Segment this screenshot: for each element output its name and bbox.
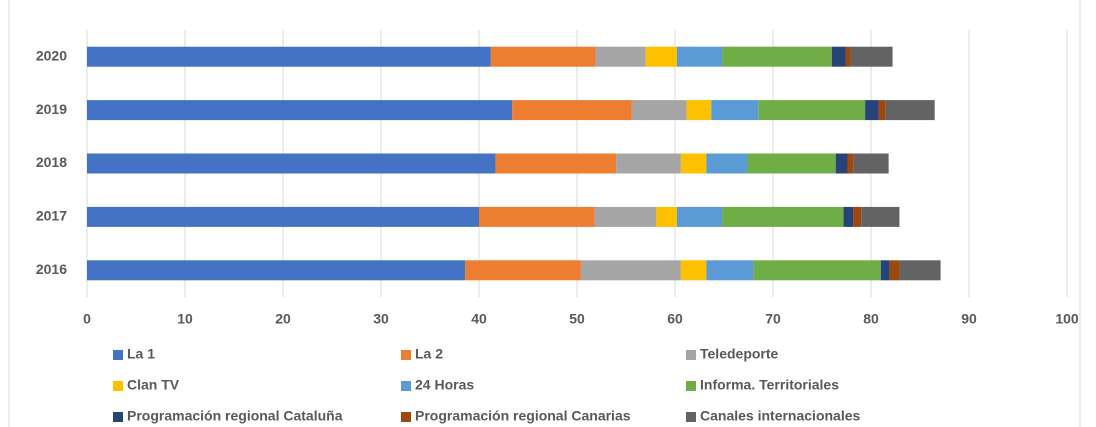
x-tick-label: 40 bbox=[471, 311, 487, 327]
bar-segment bbox=[656, 206, 677, 227]
bar-segment bbox=[878, 100, 886, 121]
bar-segment bbox=[512, 100, 632, 121]
bar-segment bbox=[686, 100, 712, 121]
legend-label: Informa. Territoriales bbox=[700, 377, 839, 393]
bar-segment bbox=[87, 206, 479, 227]
bar-segment bbox=[850, 46, 893, 67]
bar-segment bbox=[594, 206, 657, 227]
bar-segment bbox=[753, 260, 881, 281]
y-tick-label: 2017 bbox=[36, 208, 67, 224]
bar-segment bbox=[722, 46, 832, 67]
bar-segment bbox=[676, 206, 723, 227]
bar-segment bbox=[479, 206, 595, 227]
y-tick-label: 2020 bbox=[36, 47, 67, 63]
x-tick-label: 50 bbox=[569, 311, 585, 327]
x-tick-label: 10 bbox=[177, 311, 193, 327]
y-tick-label: 2018 bbox=[36, 154, 67, 170]
bar-segment bbox=[889, 260, 900, 281]
x-tick-label: 80 bbox=[863, 311, 879, 327]
bar-segment bbox=[885, 100, 935, 121]
chart-border bbox=[8, 0, 1081, 427]
legend-swatch bbox=[113, 350, 123, 360]
bar-segment bbox=[831, 46, 846, 67]
legend-swatch bbox=[401, 381, 411, 391]
legend-label: Clan TV bbox=[127, 377, 180, 393]
bar-segment bbox=[87, 153, 496, 174]
bar-segment bbox=[843, 206, 854, 227]
x-tick-label: 90 bbox=[961, 311, 977, 327]
y-tick-label: 2016 bbox=[36, 261, 67, 277]
legend-label: Canales internacionales bbox=[700, 408, 861, 424]
bar-segment bbox=[680, 260, 707, 281]
bar-segment bbox=[747, 153, 836, 174]
x-tick-label: 20 bbox=[275, 311, 291, 327]
bar-segment bbox=[490, 46, 596, 67]
bar-segment bbox=[865, 100, 879, 121]
bar-segment bbox=[711, 100, 759, 121]
x-tick-label: 70 bbox=[765, 311, 781, 327]
bar-segment bbox=[87, 100, 513, 121]
x-tick-label: 100 bbox=[1055, 311, 1079, 327]
bar-segment bbox=[861, 206, 900, 227]
y-tick-label: 2019 bbox=[36, 101, 67, 117]
bar-segment bbox=[758, 100, 866, 121]
bar-segment bbox=[680, 153, 707, 174]
legend-swatch bbox=[686, 350, 696, 360]
legend-swatch bbox=[401, 350, 411, 360]
bar-segment bbox=[645, 46, 677, 67]
bar-segment bbox=[465, 260, 581, 281]
x-tick-label: 30 bbox=[373, 311, 389, 327]
legend-label: Programación regional Cataluña bbox=[127, 408, 343, 424]
legend-label: Teledeporte bbox=[700, 346, 779, 362]
legend-swatch bbox=[113, 381, 123, 391]
bar-segment bbox=[595, 46, 646, 67]
bar-segment bbox=[835, 153, 848, 174]
x-tick-label: 0 bbox=[83, 311, 91, 327]
bar-segment bbox=[853, 206, 862, 227]
legend-label: Programación regional Canarias bbox=[415, 408, 631, 424]
bar-segment bbox=[899, 260, 941, 281]
legend-swatch bbox=[113, 412, 123, 422]
bar-segment bbox=[616, 153, 681, 174]
bar-segment bbox=[631, 100, 687, 121]
bar-segment bbox=[706, 153, 748, 174]
legend-label: 24 Horas bbox=[415, 377, 474, 393]
bar-segment bbox=[880, 260, 890, 281]
bar-segment bbox=[87, 46, 491, 67]
x-tick-label: 60 bbox=[667, 311, 683, 327]
legend-label: La 2 bbox=[415, 346, 443, 362]
legend-swatch bbox=[401, 412, 411, 422]
legend-swatch bbox=[686, 381, 696, 391]
bar-segment bbox=[847, 153, 854, 174]
bar-segment bbox=[845, 46, 851, 67]
legend-label: La 1 bbox=[127, 346, 155, 362]
bar-segment bbox=[495, 153, 617, 174]
bar-segment bbox=[580, 260, 681, 281]
bar-segment bbox=[706, 260, 754, 281]
legend-swatch bbox=[686, 412, 696, 422]
bar-segment bbox=[676, 46, 723, 67]
bar-segment bbox=[87, 260, 466, 281]
bar-segment bbox=[853, 153, 889, 174]
bar-segment bbox=[722, 206, 844, 227]
